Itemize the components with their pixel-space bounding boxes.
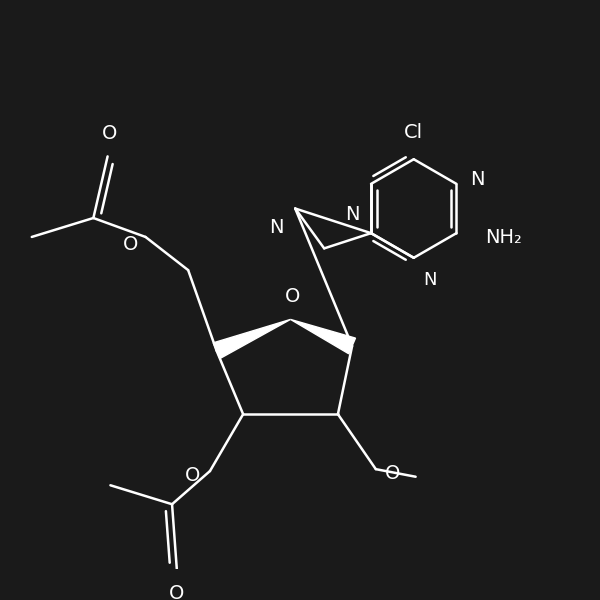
Text: O: O xyxy=(285,287,300,306)
Text: N: N xyxy=(423,271,437,289)
Text: N: N xyxy=(345,205,359,224)
Text: O: O xyxy=(122,235,138,254)
Text: O: O xyxy=(102,124,117,143)
Text: N: N xyxy=(470,170,484,188)
Text: N: N xyxy=(269,218,284,237)
Text: O: O xyxy=(185,466,200,485)
Text: NH₂: NH₂ xyxy=(485,229,522,247)
Text: O: O xyxy=(385,464,401,484)
Text: O: O xyxy=(169,584,184,600)
Polygon shape xyxy=(290,319,356,354)
Text: Cl: Cl xyxy=(404,123,423,142)
Polygon shape xyxy=(213,319,290,359)
